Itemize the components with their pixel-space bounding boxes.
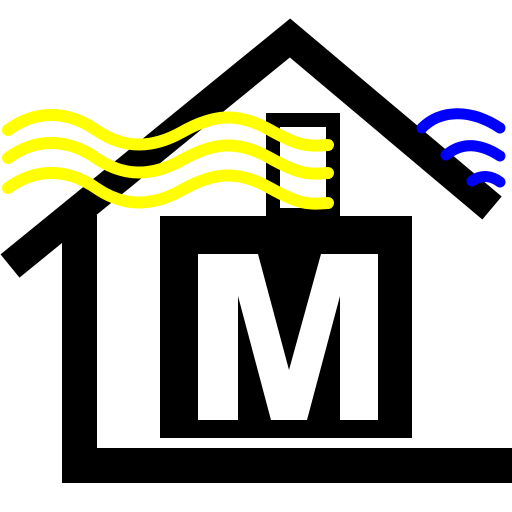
heat-wave-bottom: [2, 166, 334, 210]
left-wall: [62, 215, 97, 483]
heat-waves: [2, 108, 334, 210]
heat-wave-middle: [2, 136, 334, 180]
inner-frame: [266, 113, 340, 222]
letter-m-shape: [198, 254, 378, 420]
cool-wave-bottom: [466, 171, 506, 188]
heat-wave-top: [2, 108, 334, 152]
cool-waves: [416, 108, 506, 188]
floor: [62, 448, 512, 483]
cool-wave-middle: [440, 140, 506, 162]
cool-wave-top: [416, 108, 506, 134]
